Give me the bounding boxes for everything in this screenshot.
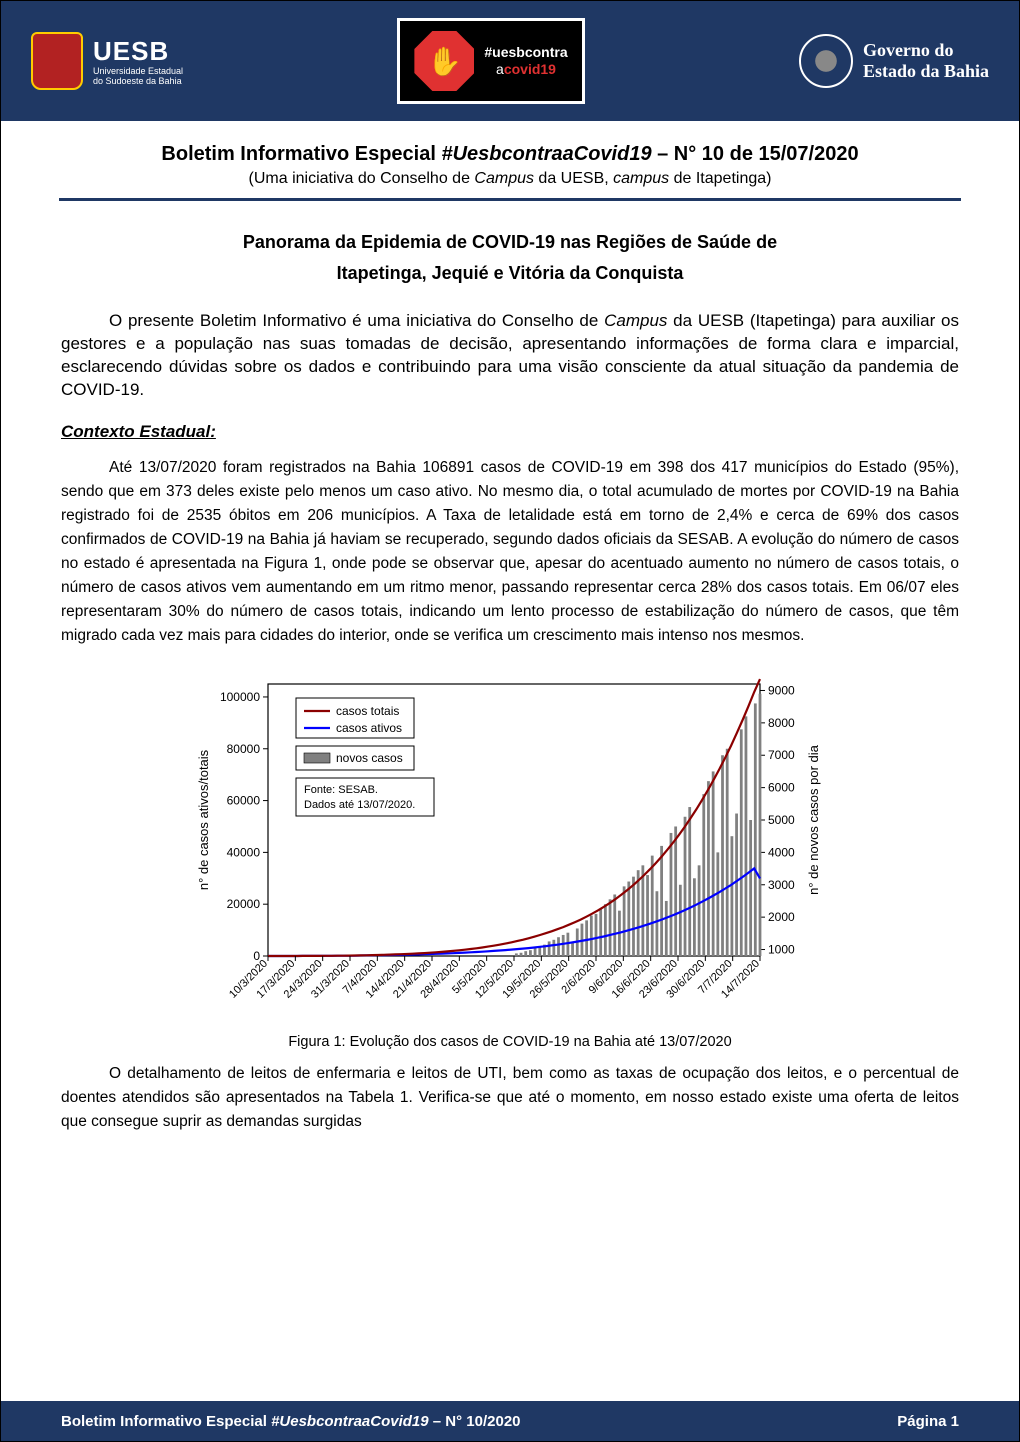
intro-t1: O presente Boletim Informativo é uma ini… xyxy=(109,311,604,330)
uesb-sub2: do Sudoeste da Bahia xyxy=(93,77,183,87)
campaign-text: #uesbcontra acovid19 xyxy=(484,44,567,78)
sub-mid: da UESB, xyxy=(534,170,613,187)
stop-hand-icon: ✋ xyxy=(414,31,474,91)
svg-text:3000: 3000 xyxy=(768,878,795,892)
svg-text:60000: 60000 xyxy=(227,794,261,808)
divider-rule xyxy=(59,198,961,201)
footer-left-italic: #UesbcontraaCovid19 xyxy=(271,1413,429,1430)
uesb-logo-block: UESB Universidade Estadual do Sudoeste d… xyxy=(31,32,183,90)
uesb-name: UESB xyxy=(93,36,183,67)
svg-text:40000: 40000 xyxy=(227,845,261,859)
gov-text: Governo do Estado da Bahia xyxy=(863,40,989,82)
body-paragraph-2: O detalhamento de leitos de enfermaria e… xyxy=(61,1062,959,1134)
page: UESB Universidade Estadual do Sudoeste d… xyxy=(0,0,1020,1442)
chart-svg: 0200004000060000800001000001000200030004… xyxy=(190,666,830,1026)
svg-text:8000: 8000 xyxy=(768,716,795,730)
svg-text:novos casos: novos casos xyxy=(336,751,403,765)
content: Boletim Informativo Especial #Uesbcontra… xyxy=(1,121,1019,1401)
footer-left-prefix: Boletim Informativo Especial xyxy=(61,1413,271,1430)
section-title-line1: Panorama da Epidemia de COVID-19 nas Reg… xyxy=(61,227,959,258)
footer-right: Página 1 xyxy=(897,1413,959,1430)
section-title: Panorama da Epidemia de COVID-19 nas Reg… xyxy=(61,227,959,288)
svg-text:2000: 2000 xyxy=(768,910,795,924)
header-bar: UESB Universidade Estadual do Sudoeste d… xyxy=(1,1,1019,121)
document-title: Boletim Informativo Especial #Uesbcontra… xyxy=(61,143,959,166)
section-title-line2: Itapetinga, Jequié e Vitória da Conquist… xyxy=(61,258,959,289)
uesb-shield-icon xyxy=(31,32,83,90)
svg-text:6000: 6000 xyxy=(768,781,795,795)
svg-text:n° de casos ativos/totais: n° de casos ativos/totais xyxy=(196,749,211,890)
svg-text:20000: 20000 xyxy=(227,897,261,911)
campaign-line1: #uesbcontra xyxy=(484,44,567,60)
svg-text:n° de novos casos por dia: n° de novos casos por dia xyxy=(806,744,821,895)
svg-text:9000: 9000 xyxy=(768,684,795,698)
sub-suffix: de Itapetinga) xyxy=(669,170,771,187)
svg-text:4000: 4000 xyxy=(768,845,795,859)
svg-text:7000: 7000 xyxy=(768,748,795,762)
intro-paragraph: O presente Boletim Informativo é uma ini… xyxy=(61,310,959,402)
figure-1-chart: 0200004000060000800001000001000200030004… xyxy=(190,666,830,1026)
footer-left-suffix: – N° 10/2020 xyxy=(429,1413,521,1430)
svg-text:1000: 1000 xyxy=(768,943,795,957)
gov-seal-icon xyxy=(799,34,853,88)
title-hashtag: #UesbcontraaCovid19 xyxy=(441,143,651,165)
gov-line1: Governo do xyxy=(863,40,989,61)
svg-text:80000: 80000 xyxy=(227,742,261,756)
sub-italic2: campus xyxy=(613,170,669,187)
svg-text:Fonte: SESAB.: Fonte: SESAB. xyxy=(304,784,378,796)
title-prefix: Boletim Informativo Especial xyxy=(161,143,441,165)
uesb-text: UESB Universidade Estadual do Sudoeste d… xyxy=(93,36,183,87)
footer-left: Boletim Informativo Especial #Uesbcontra… xyxy=(61,1413,521,1430)
svg-text:casos totais: casos totais xyxy=(336,704,399,718)
sub-italic1: Campus xyxy=(474,170,534,187)
svg-text:Dados até 13/07/2020.: Dados até 13/07/2020. xyxy=(304,799,415,811)
svg-text:casos ativos: casos ativos xyxy=(336,721,402,735)
body-paragraph-1: Até 13/07/2020 foram registrados na Bahi… xyxy=(61,456,959,648)
svg-text:5000: 5000 xyxy=(768,813,795,827)
gov-line2: Estado da Bahia xyxy=(863,61,989,82)
sub-prefix: (Uma iniciativa do Conselho de xyxy=(249,170,475,187)
gov-logo-block: Governo do Estado da Bahia xyxy=(799,34,989,88)
document-subtitle: (Uma iniciativa do Conselho de Campus da… xyxy=(61,170,959,188)
campaign-line2a: a xyxy=(496,61,504,77)
campaign-line2b: covid19 xyxy=(504,61,556,77)
campaign-badge: ✋ #uesbcontra acovid19 xyxy=(397,18,584,104)
context-heading: Contexto Estadual: xyxy=(61,422,959,442)
figure-1-wrap: 0200004000060000800001000001000200030004… xyxy=(61,666,959,1026)
title-suffix: – N° 10 de 15/07/2020 xyxy=(652,143,859,165)
svg-text:100000: 100000 xyxy=(220,690,260,704)
intro-italic: Campus xyxy=(604,311,667,330)
footer-bar: Boletim Informativo Especial #Uesbcontra… xyxy=(1,1401,1019,1441)
figure-1-caption: Figura 1: Evolução dos casos de COVID-19… xyxy=(61,1034,959,1050)
